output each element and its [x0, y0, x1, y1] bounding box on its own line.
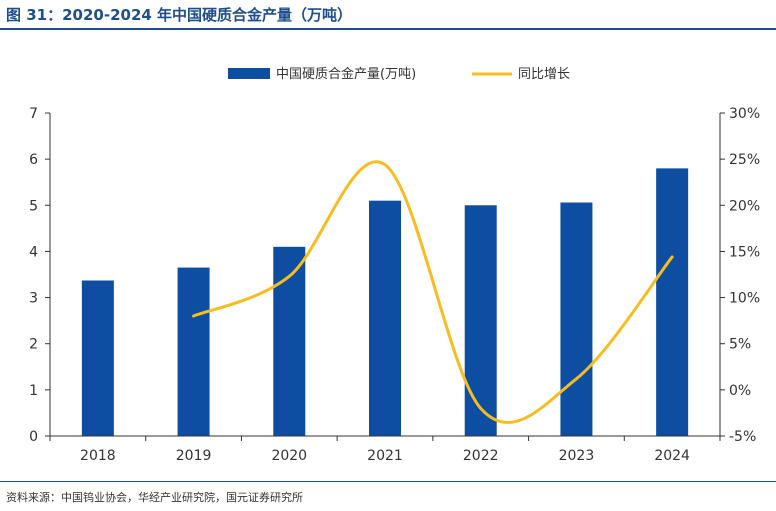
growth-line — [192, 160, 674, 424]
y-left-tick-label: 5 — [29, 198, 38, 214]
y-left-tick-label: 2 — [29, 337, 38, 353]
bar-2022 — [464, 205, 497, 436]
y-left-tick-label: 7 — [29, 106, 38, 122]
y-right-tick-label: 30% — [729, 106, 760, 122]
x-tick-label-2022: 2022 — [463, 448, 499, 464]
x-tick-label-2018: 2018 — [80, 448, 116, 464]
source-rule — [0, 481, 776, 482]
chart: 0 1 2 3 4 5 6 7 -5% 0% 5% 10% 15% 20% 25% 30% 2018 2019 20… — [29, 66, 760, 464]
y-left-tick-label: 1 — [29, 383, 38, 399]
figure-title: 图 31：2020-2024 年中国硬质合金产量（万吨） — [6, 6, 353, 24]
y-right-tick-label: 0% — [729, 383, 751, 399]
x-tick-label-2024: 2024 — [654, 448, 690, 464]
y-right-tick-label: 10% — [729, 291, 760, 307]
bar-2020 — [273, 246, 306, 436]
x-tick-label-2020: 2020 — [271, 448, 307, 464]
bar-2018 — [81, 280, 114, 436]
bar-2024 — [656, 168, 689, 436]
y-right-tick-label: 20% — [729, 198, 760, 214]
y-left-tick-label: 6 — [29, 152, 38, 168]
y-right-tick-label: -5% — [729, 429, 756, 445]
y-left-tick-label: 3 — [29, 291, 38, 307]
y-left-tick-label: 0 — [29, 429, 38, 445]
bar-2021 — [369, 200, 401, 436]
x-tick-label-2019: 2019 — [176, 448, 212, 464]
x-tick-label-2023: 2023 — [559, 448, 595, 464]
legend-label-line: 同比增长 — [518, 67, 570, 82]
title-rule — [0, 28, 776, 30]
y-right-tick-label: 5% — [729, 337, 751, 353]
y-right-tick-label: 15% — [729, 244, 760, 260]
bar-2023 — [560, 202, 593, 436]
figure-source: 资料来源：中国钨业协会，华经产业研究院，国元证券研究所 — [6, 491, 303, 504]
y-left-tick-label: 4 — [29, 244, 38, 260]
legend-swatch-bar — [228, 68, 270, 79]
y-right-tick-label: 25% — [729, 152, 760, 168]
legend-label-bar: 中国硬质合金产量(万吨) — [276, 66, 416, 82]
bar-2019 — [177, 267, 210, 436]
x-tick-label-2021: 2021 — [367, 448, 403, 464]
